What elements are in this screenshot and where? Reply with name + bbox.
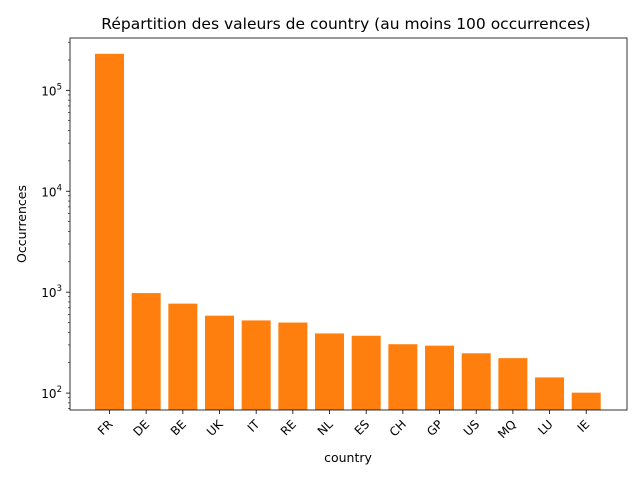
bar-it xyxy=(241,320,271,410)
x-tick-label: MQ xyxy=(495,417,519,441)
x-tick-label: ES xyxy=(352,417,373,438)
bar-ch xyxy=(388,344,418,410)
axes-frame xyxy=(69,37,628,411)
chart-title: Répartition des valeurs de country (au m… xyxy=(101,15,590,33)
bar-lu xyxy=(535,377,565,410)
x-tick-label: IT xyxy=(245,417,263,435)
y-tick-label: 104 xyxy=(41,183,62,199)
y-tick-label: 103 xyxy=(41,284,62,300)
bar-es xyxy=(351,335,381,410)
bar-us xyxy=(461,353,491,410)
bar-uk xyxy=(205,315,235,410)
bar-be xyxy=(168,303,198,410)
bar-fr xyxy=(95,53,124,410)
bar-nl xyxy=(315,333,345,410)
x-tick-label: BE xyxy=(168,417,189,438)
x-tick-label: UK xyxy=(204,416,226,438)
y-axis-label: Occurrences xyxy=(14,185,29,263)
bar-de xyxy=(131,293,161,410)
x-tick-label: IE xyxy=(575,417,593,435)
x-tick-label: US xyxy=(461,417,483,439)
x-tick-label: NL xyxy=(315,417,336,438)
bar-mq xyxy=(498,358,528,410)
x-tick-label: DE xyxy=(130,417,152,439)
plot-area: 102 103 104 105 FR DE BE UK IT RE NL ES CH GP US MQ LU IE xyxy=(41,37,628,441)
y-tick-label: 102 xyxy=(41,385,62,401)
bar-ie xyxy=(571,392,601,410)
x-tick-label: CH xyxy=(387,417,409,439)
x-tick-label: FR xyxy=(95,417,116,438)
x-axis-label: country xyxy=(324,450,372,465)
x-tick-label: LU xyxy=(535,417,555,437)
x-tick-label: GP xyxy=(424,417,446,439)
bar-re xyxy=(278,322,308,410)
y-tick-label: 105 xyxy=(41,82,62,98)
bar-gp xyxy=(425,345,455,410)
x-tick-label: RE xyxy=(278,417,299,438)
